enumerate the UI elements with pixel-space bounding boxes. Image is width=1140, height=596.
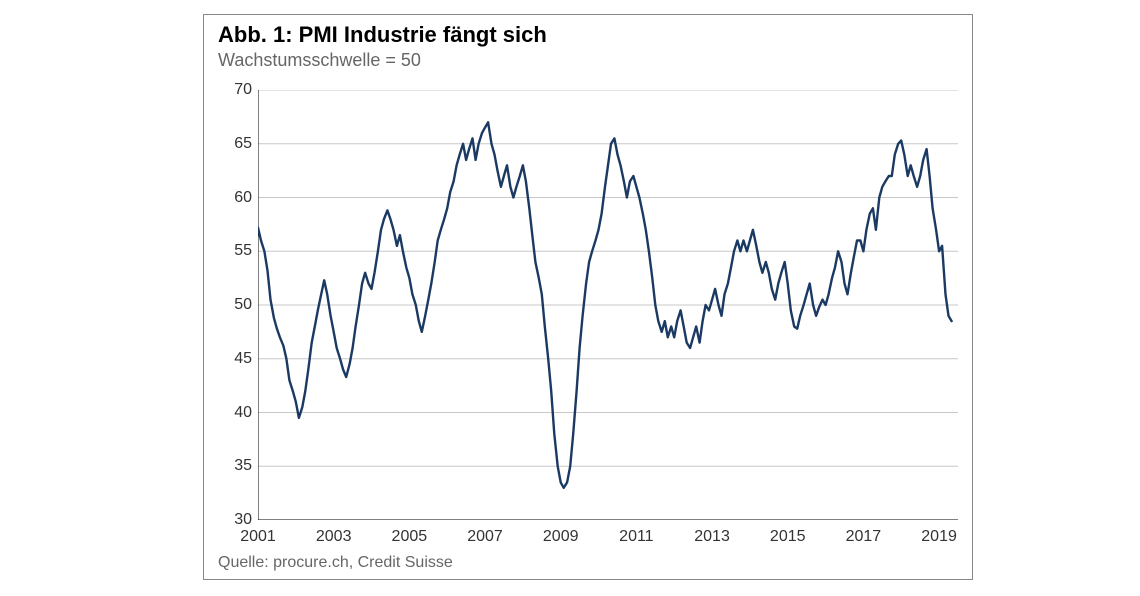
- xtick-label: 2017: [838, 528, 888, 546]
- ytick-label: 40: [212, 404, 252, 422]
- chart-plot: [258, 90, 958, 520]
- chart-source: Quelle: procure.ch, Credit Suisse: [218, 554, 453, 572]
- ytick-label: 60: [212, 189, 252, 207]
- xtick-label: 2005: [384, 528, 434, 546]
- ytick-label: 50: [212, 296, 252, 314]
- ytick-label: 55: [212, 242, 252, 260]
- xtick-label: 2009: [536, 528, 586, 546]
- ytick-label: 65: [212, 135, 252, 153]
- xtick-label: 2013: [687, 528, 737, 546]
- xtick-label: 2001: [233, 528, 283, 546]
- ytick-label: 35: [212, 457, 252, 475]
- xtick-label: 2011: [611, 528, 661, 546]
- xtick-label: 2007: [460, 528, 510, 546]
- chart-subtitle: Wachstumsschwelle = 50: [218, 50, 421, 71]
- xtick-label: 2019: [914, 528, 964, 546]
- ytick-label: 30: [212, 511, 252, 529]
- ytick-label: 45: [212, 350, 252, 368]
- xtick-label: 2015: [763, 528, 813, 546]
- chart-title: Abb. 1: PMI Industrie fängt sich: [218, 22, 547, 48]
- xtick-label: 2003: [309, 528, 359, 546]
- ytick-label: 70: [212, 81, 252, 99]
